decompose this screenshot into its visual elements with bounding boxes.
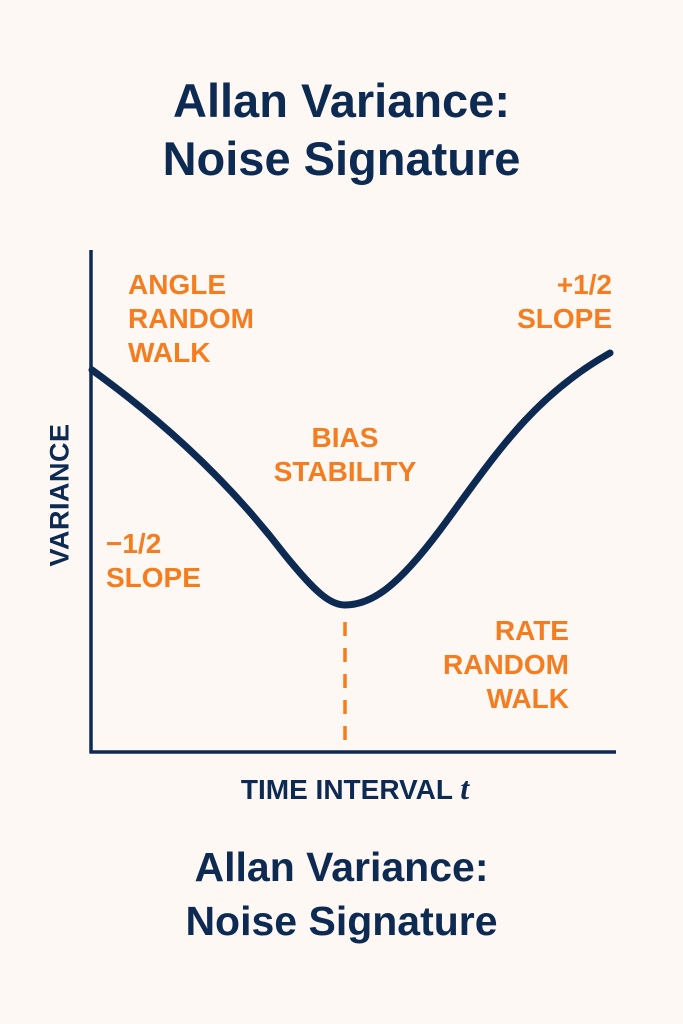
- x-axis-label: TIME INTERVAL t: [0, 770, 683, 807]
- rate-random-walk-label: RATE RANDOM WALK: [443, 615, 569, 714]
- bias-stability-label: BIAS STABILITY: [273, 422, 417, 487]
- caption-line-2: Noise Signature: [185, 898, 498, 944]
- angle-random-walk-label: ANGLE RANDOM WALK: [128, 269, 254, 368]
- title-line-1: Allan Variance:: [173, 74, 510, 127]
- plus-half-slope-label: +1/2 SLOPE: [517, 269, 612, 334]
- x-axis-symbol: t: [460, 770, 470, 806]
- minus-half-slope-label: −1/2 SLOPE: [106, 528, 201, 593]
- caption: Allan Variance: Noise Signature: [0, 840, 683, 948]
- y-axis-label: VARIANCE: [44, 423, 75, 567]
- page-title: Allan Variance: Noise Signature: [0, 72, 683, 188]
- caption-line-1: Allan Variance:: [194, 844, 489, 890]
- title-line-2: Noise Signature: [162, 132, 521, 185]
- allan-variance-curve: [88, 349, 614, 609]
- x-axis-label-text: TIME INTERVAL: [240, 774, 453, 805]
